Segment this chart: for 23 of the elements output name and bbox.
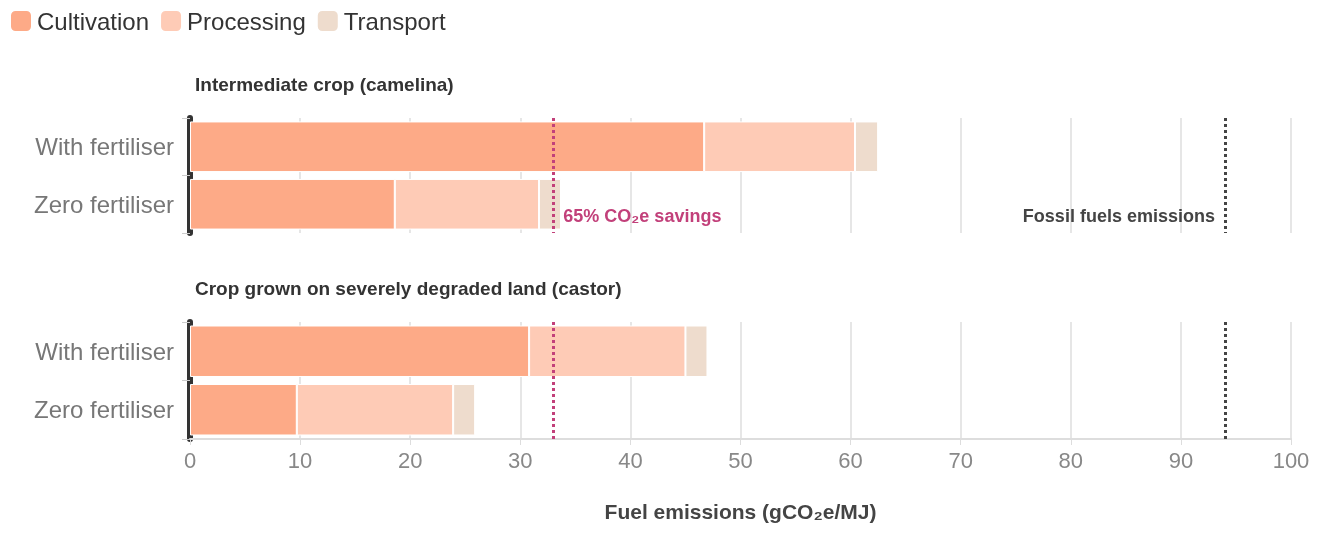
chart-title: Crop grown on severely degraded land (castor): [195, 278, 622, 299]
x-tick-label: 50: [728, 447, 753, 473]
legend-label: Cultivation: [37, 7, 150, 35]
legend-label: Processing: [187, 7, 306, 35]
y-tick-label: Zero fertiliser: [33, 396, 174, 424]
chart-title: Intermediate crop (camelina): [195, 74, 454, 95]
x-tick-label: 20: [397, 447, 423, 473]
ref-line-label: 65% CO₂e savings: [563, 206, 722, 226]
x-tick-label: 10: [287, 447, 313, 473]
y-tick-label: Zero fertiliser: [33, 190, 174, 218]
x-tick-label: 40: [618, 447, 643, 473]
x-tick-label: 30: [508, 447, 533, 473]
x-tick-label: 90: [1168, 447, 1194, 473]
legend-label: Transport: [343, 7, 446, 35]
x-tick-label: 100: [1272, 447, 1310, 473]
x-tick-label: 80: [1058, 447, 1084, 473]
y-tick-label: With fertiliser: [35, 133, 174, 161]
ref-line-label: Fossil fuels emissions: [1022, 206, 1215, 226]
x-tick-label: 0: [183, 447, 197, 473]
x-axis-title: Fuel emissions (gCO₂e/MJ): [604, 500, 877, 523]
y-tick-label: With fertiliser: [35, 337, 174, 365]
x-tick-label: 70: [948, 447, 973, 473]
x-tick-label: 60: [838, 447, 863, 473]
